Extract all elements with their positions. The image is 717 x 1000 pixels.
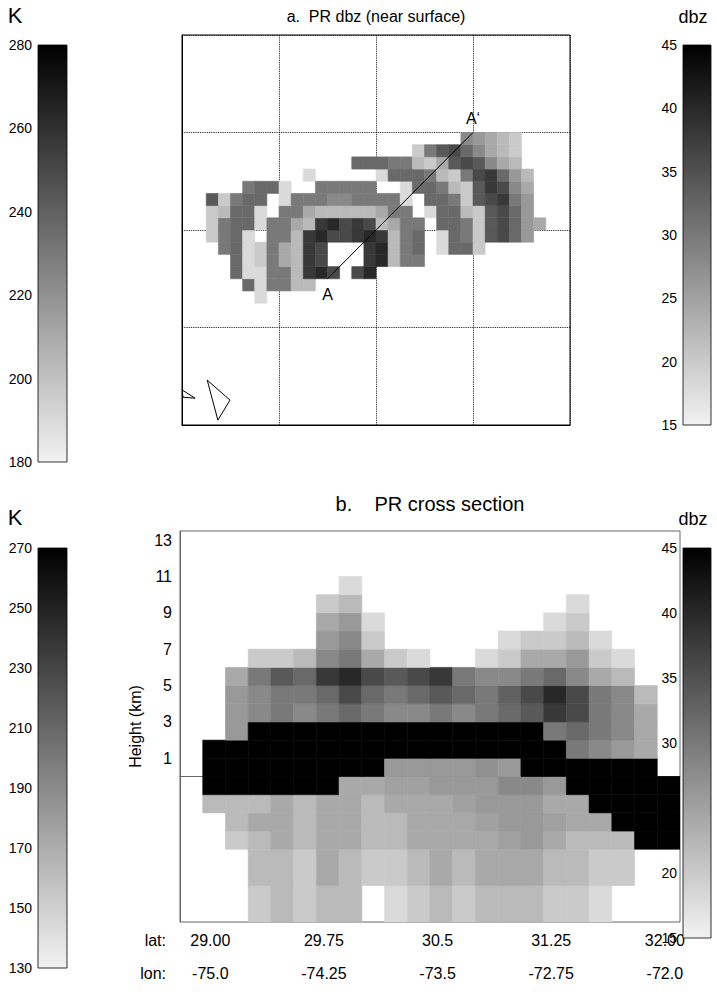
svg-text:30: 30: [661, 735, 677, 751]
svg-text:130: 130: [9, 960, 33, 976]
svg-text:180: 180: [9, 454, 33, 470]
svg-text:Height (km): Height (km): [127, 685, 144, 768]
svg-text:30: 30: [661, 227, 677, 243]
svg-text:lon:: lon:: [140, 965, 166, 982]
svg-text:K: K: [8, 3, 23, 28]
svg-text:7: 7: [163, 641, 172, 658]
svg-text:5: 5: [163, 677, 172, 694]
svg-text:45: 45: [661, 540, 677, 556]
svg-text:35: 35: [661, 670, 677, 686]
svg-text:260: 260: [9, 120, 33, 136]
svg-text:3: 3: [163, 713, 172, 730]
svg-text:1: 1: [163, 750, 172, 767]
svg-text:32.00: 32.00: [645, 932, 685, 949]
svg-text:29.75: 29.75: [304, 932, 344, 949]
svg-text:30.5: 30.5: [422, 932, 453, 949]
svg-text:15: 15: [661, 417, 677, 433]
svg-text:dbz: dbz: [678, 509, 707, 529]
svg-text:-73.5: -73.5: [419, 965, 456, 982]
svg-text:25: 25: [661, 290, 677, 306]
svg-text:29.00: 29.00: [190, 932, 230, 949]
svg-text:270: 270: [9, 540, 33, 556]
svg-text:-75.0: -75.0: [192, 965, 229, 982]
svg-text:a. PR dbz (near surface): a. PR dbz (near surface): [287, 8, 466, 25]
svg-text:210: 210: [9, 720, 33, 736]
svg-text:A: A: [322, 286, 333, 303]
svg-text:9: 9: [163, 604, 172, 621]
svg-text:A‘: A‘: [466, 110, 480, 127]
svg-text:20: 20: [661, 354, 677, 370]
svg-text:13: 13: [154, 532, 172, 549]
svg-text:dbz: dbz: [678, 7, 707, 27]
svg-text:280: 280: [9, 37, 33, 53]
svg-text:lat:: lat:: [145, 932, 166, 949]
svg-text:40: 40: [661, 605, 677, 621]
svg-text:-74.25: -74.25: [301, 965, 346, 982]
svg-text:31.25: 31.25: [531, 932, 571, 949]
svg-text:200: 200: [9, 371, 33, 387]
svg-text:K: K: [8, 505, 23, 530]
svg-text:-72.0: -72.0: [647, 965, 684, 982]
svg-text:45: 45: [661, 37, 677, 53]
svg-text:170: 170: [9, 840, 33, 856]
svg-text:250: 250: [9, 600, 33, 616]
svg-text:11: 11: [155, 568, 172, 585]
svg-text:230: 230: [9, 660, 33, 676]
svg-text:220: 220: [9, 287, 33, 303]
svg-text:35: 35: [661, 164, 677, 180]
svg-text:40: 40: [661, 100, 677, 116]
svg-text:240: 240: [9, 204, 33, 220]
svg-text:20: 20: [661, 865, 677, 881]
svg-text:b. PR cross section: b. PR cross section: [336, 493, 525, 515]
svg-text:190: 190: [9, 780, 33, 796]
svg-text:150: 150: [9, 900, 33, 916]
svg-text:-72.75: -72.75: [529, 965, 574, 982]
